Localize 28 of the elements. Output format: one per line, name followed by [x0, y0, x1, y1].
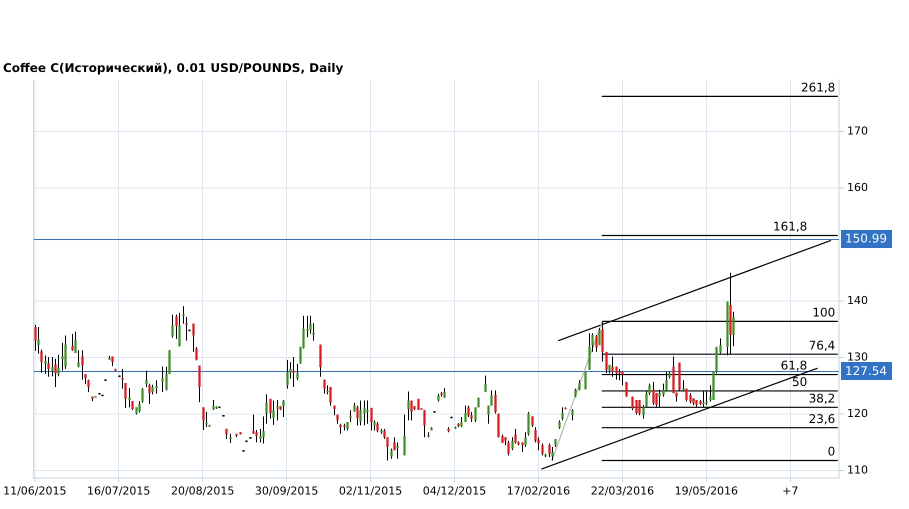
series-label: 161,8	[772, 220, 808, 234]
x-tick-label: 30/09/2015	[254, 484, 318, 498]
ref-line-label: 127.54	[845, 364, 887, 378]
series-label: 100	[812, 306, 836, 320]
y-tick-label: 130	[847, 350, 868, 364]
x-tick-label: 19/05/2016	[674, 484, 738, 498]
ref-line-label: 150.99	[845, 232, 887, 246]
chart-title: Coffee C(Исторический), 0.01 USD/POUNDS, Daily	[3, 61, 344, 75]
series-label: 38,2	[808, 391, 836, 406]
x-tick-label: 17/02/2016	[506, 484, 570, 498]
x-tick-label: 04/12/2015	[422, 484, 486, 498]
y-tick-label: 170	[847, 124, 868, 138]
x-tick-label: 20/08/2015	[170, 484, 234, 498]
series-label: 76,4	[808, 338, 836, 352]
x-tick-label: 11/06/2015	[3, 484, 66, 498]
y-tick-label: 110	[847, 464, 868, 477]
series-label: 261,8	[800, 80, 836, 95]
x-tick-label: 02/11/2015	[338, 484, 402, 498]
x-tick-label: 16/07/2015	[87, 484, 150, 498]
series-label: 0	[828, 444, 836, 459]
y-tick-label: 140	[847, 294, 868, 307]
y-tick-label: 160	[847, 180, 868, 194]
x-tick-label: +7	[782, 484, 798, 498]
series-label: 23,6	[808, 412, 836, 426]
series-label: 50	[792, 375, 808, 390]
series-label: 61,8	[780, 358, 808, 373]
y-tick-label: 120	[847, 406, 868, 420]
x-tick-label: 22/03/2016	[590, 484, 654, 498]
